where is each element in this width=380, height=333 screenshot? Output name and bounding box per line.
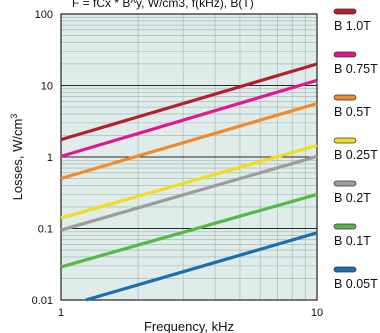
legend-label: B 0.05T (334, 277, 378, 291)
y-axis-title-text: Losses, W/cm (10, 119, 25, 201)
series-line-3 (60, 101, 318, 181)
series-lines (60, 62, 318, 302)
y-axis-title: Losses, W/cm3 (9, 114, 25, 201)
series-line-5 (60, 154, 318, 232)
legend-label: B 0.1T (334, 234, 371, 248)
series-line-7 (85, 231, 318, 302)
y-tick-label: 0.1 (38, 224, 53, 236)
y-tick-label: 1 (47, 152, 53, 164)
tick-labels: 100 10 1 0.1 0.01 1 10 (32, 9, 324, 319)
legend-label: B 0.75T (334, 62, 378, 76)
legend-swatch (333, 94, 357, 101)
legend-label: B 0.2T (334, 191, 371, 205)
y-tick-label: 0.01 (32, 295, 53, 307)
legend-label: B 0.25T (334, 148, 378, 162)
x-tick-label: 10 (311, 307, 323, 319)
series-line-1 (60, 62, 318, 142)
legend-label: B 0.5T (334, 105, 371, 119)
series-line-2 (60, 78, 318, 158)
legend-swatch (333, 223, 357, 230)
legend-swatch (333, 266, 357, 273)
y-axis-title-superscript: 3 (9, 114, 19, 119)
legend-label: B 1.0T (334, 19, 371, 33)
legend-swatch (333, 180, 357, 187)
legend-swatch (333, 8, 357, 15)
series-line-4 (60, 143, 318, 220)
y-tick-label: 100 (35, 9, 53, 21)
header-fragment: F = fCx * B^y, W/cm3, f(kHz), B(T) (72, 0, 254, 10)
y-tick-label: 10 (41, 81, 53, 93)
legend-swatch (333, 137, 357, 144)
series-line-6 (60, 192, 318, 269)
x-tick-label: 1 (58, 307, 64, 319)
legend: B 1.0T B 0.75T B 0.5T B 0.25T B 0.2T B 0.1T B … (333, 8, 378, 291)
x-axis-title: Frequency, kHz (144, 319, 234, 333)
legend-swatch (333, 51, 357, 58)
